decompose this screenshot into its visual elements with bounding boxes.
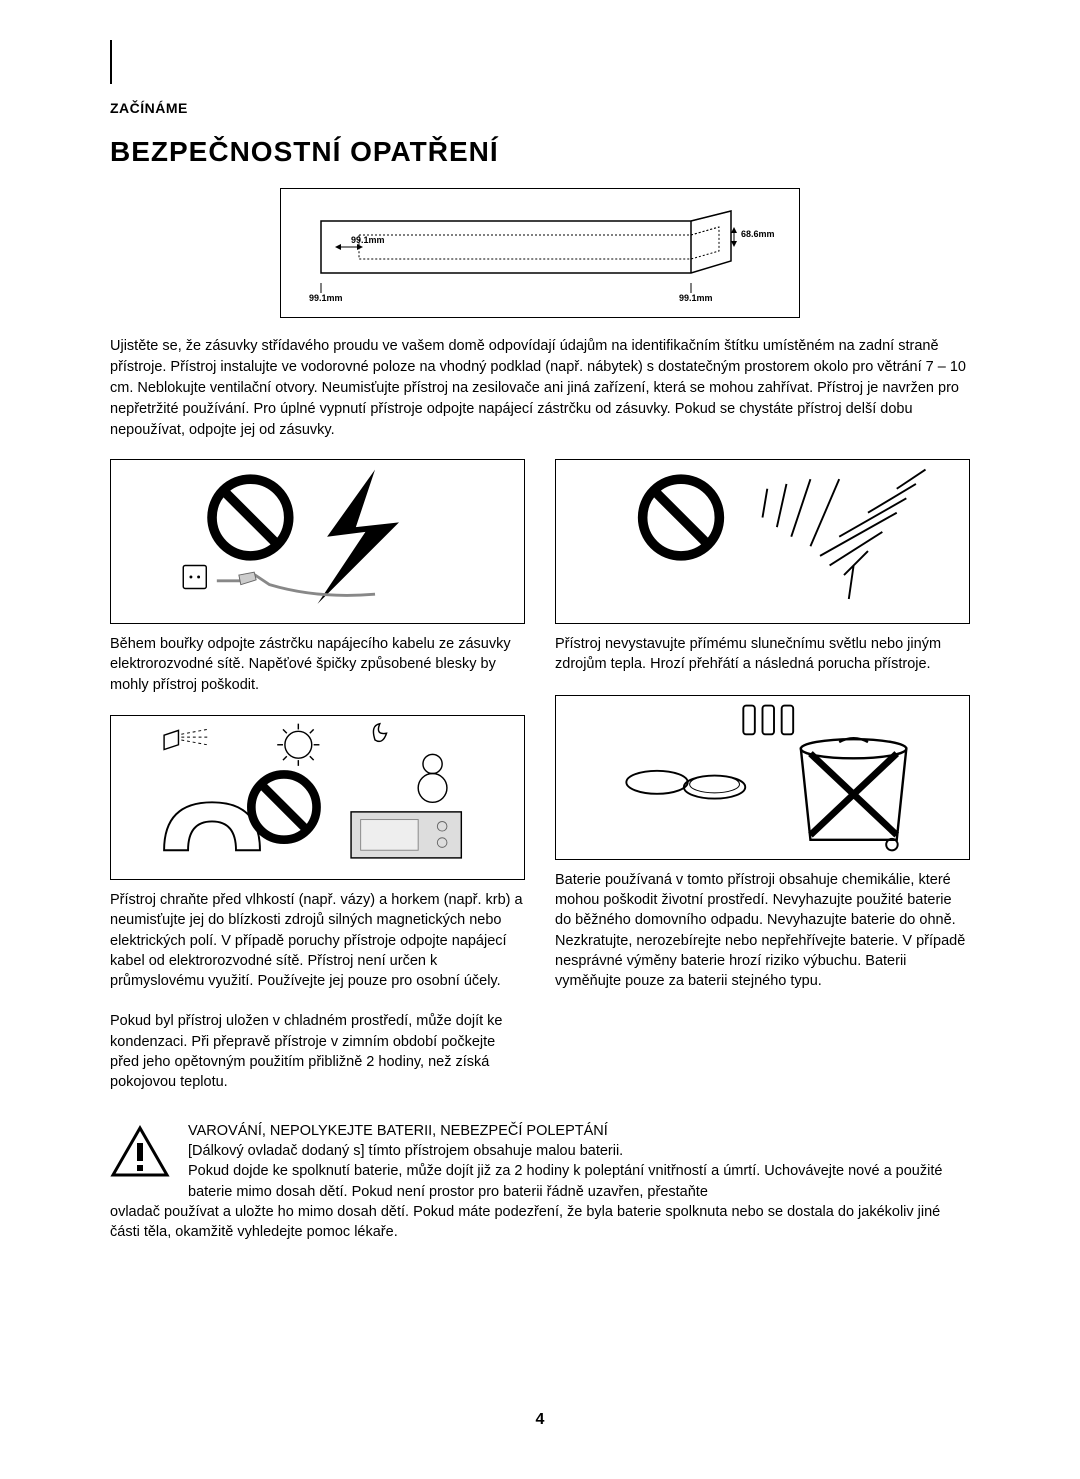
- battery-disposal-illustration: [555, 695, 970, 860]
- decorative-left-bar: [110, 40, 112, 84]
- moisture-heat-text: Přístroj chraňte před vlhkostí (např. vá…: [110, 890, 525, 991]
- page-title: BEZPEČNOSTNÍ OPATŘENÍ: [110, 136, 970, 168]
- unplug-lightning-illustration: [110, 459, 525, 624]
- ventilation-diagram: 99.1mm 68.6mm 99.1mm 99.1mm: [280, 188, 800, 318]
- warning-line-2: Pokud dojde ke spolknutí baterie, může d…: [188, 1161, 970, 1202]
- warning-triangle-icon: [110, 1125, 170, 1184]
- right-column: Přístroj nevystavujte přímému slunečnímu…: [555, 459, 970, 1113]
- columns-container: Během bouřky odpojte zástrčku napájecího…: [110, 459, 970, 1113]
- sunlight-svg: [556, 460, 969, 623]
- lightning-text: Během bouřky odpojte zástrčku napájecího…: [110, 634, 525, 695]
- left-column: Během bouřky odpojte zástrčku napájecího…: [110, 459, 525, 1113]
- soundbar-dimensions-svg: 99.1mm 68.6mm 99.1mm 99.1mm: [301, 201, 781, 307]
- intro-text: Ujistěte se, že zásuvky střídavého proud…: [110, 336, 970, 441]
- battery-svg: [556, 696, 969, 859]
- dim-label-bottom-left: 99.1mm: [309, 293, 343, 303]
- page-number: 4: [536, 1411, 545, 1429]
- warning-block: VAROVÁNÍ, NEPOLYKEJTE BATERII, NEBEZPEČÍ…: [110, 1121, 970, 1202]
- moisture-heat-illustration: [110, 715, 525, 880]
- lightning-svg: [111, 460, 524, 623]
- dim-label-right: 68.6mm: [741, 229, 775, 239]
- ventilation-diagram-container: 99.1mm 68.6mm 99.1mm 99.1mm: [110, 188, 970, 318]
- moisture-svg: [111, 716, 524, 879]
- sunlight-illustration: [555, 459, 970, 624]
- warning-title: VAROVÁNÍ, NEPOLYKEJTE BATERII, NEBEZPEČÍ…: [188, 1121, 970, 1141]
- warning-text-block: VAROVÁNÍ, NEPOLYKEJTE BATERII, NEBEZPEČÍ…: [188, 1121, 970, 1202]
- dim-label-top-left: 99.1mm: [351, 235, 385, 245]
- warning-continue-text: ovladač používat a uložte ho mimo dosah …: [110, 1202, 970, 1243]
- warning-line-1: [Dálkový ovladač dodaný s] tímto přístro…: [188, 1141, 970, 1161]
- dim-label-bottom-right: 99.1mm: [679, 293, 713, 303]
- section-label: ZAČÍNÁME: [110, 100, 970, 116]
- sunlight-text: Přístroj nevystavujte přímému slunečnímu…: [555, 634, 970, 675]
- condensation-text: Pokud byl přístroj uložen v chladném pro…: [110, 1011, 525, 1092]
- battery-text: Baterie používaná v tomto přístroji obsa…: [555, 870, 970, 992]
